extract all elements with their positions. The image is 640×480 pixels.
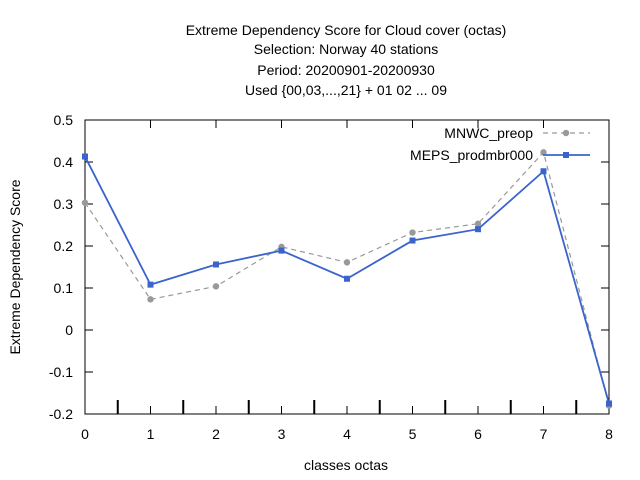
y-tick-label: 0.1 [54,280,74,296]
x-minor-marks [116,400,578,414]
data-point [409,229,416,236]
data-point [474,220,482,227]
data-point [147,296,154,303]
series-MEPS_prodmbr000 [82,153,612,407]
title-line-3: Period: 20200901-20200930 [257,62,435,78]
y-tick-label: -0.1 [49,364,73,380]
data-point [212,283,220,290]
y-tick-label: -0.2 [49,406,73,422]
x-tick-label: 7 [540,426,548,442]
x-tick-label: 8 [605,426,613,442]
x-tick-label: 0 [81,426,89,442]
legend-marker [563,152,569,158]
legend-marker [562,129,570,137]
title-line-2: Selection: Norway 40 stations [254,41,438,57]
series-layer [81,149,613,409]
title-line-1: Extreme Dependency Score for Cloud cover… [186,22,507,38]
data-point [540,149,547,156]
y-axis-ticks: -0.2 -0.1 0 0.1 0.2 0.3 0.4 0.5 [49,112,609,422]
x-tick-label: 6 [474,426,482,442]
x-tick-label: 4 [343,426,351,442]
legend-label: MEPS_prodmbr000 [410,147,533,163]
x-axis-label: classes octas [304,457,388,473]
data-point [343,259,351,266]
legend: MNWC_preop MEPS_prodmbr000 [410,125,590,163]
data-point [82,153,88,160]
y-axis-label: Extreme Dependency Score [7,179,23,354]
legend-label: MNWC_preop [444,125,533,141]
y-tick-label: 0.2 [54,238,74,254]
data-point [81,199,89,206]
data-point [409,237,416,244]
chart-title: Extreme Dependency Score for Cloud cover… [186,22,507,98]
x-tick-label: 5 [409,426,417,442]
y-tick-label: 0 [65,322,73,338]
x-axis-ticks: 0 1 2 3 4 5 6 7 8 [81,120,613,442]
title-line-4: Used {00,03,...,21} + 01 02 ... 09 [245,82,447,98]
data-point [475,226,481,233]
x-tick-label: 1 [147,426,155,442]
plot-frame [84,119,610,415]
x-tick-label: 3 [278,426,286,442]
data-point [606,400,612,407]
data-point [540,168,547,175]
data-point [147,281,154,288]
y-tick-label: 0.4 [54,154,74,170]
data-point [344,275,350,282]
data-point [278,247,285,254]
data-point [213,261,219,268]
y-tick-label: 0.3 [54,196,74,212]
x-tick-label: 2 [212,426,220,442]
y-tick-label: 0.5 [54,112,74,128]
